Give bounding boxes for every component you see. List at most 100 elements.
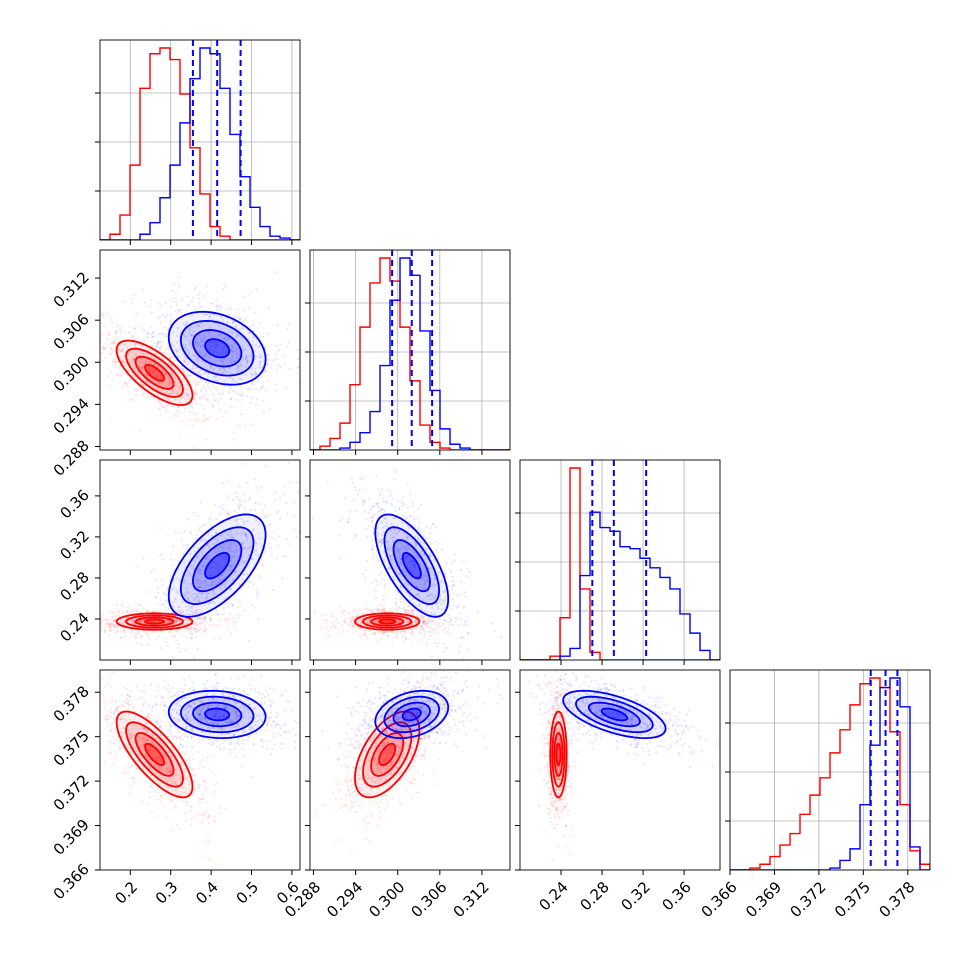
- sample-point: [406, 506, 410, 510]
- sample-point: [164, 335, 167, 338]
- sample-point: [184, 622, 188, 625]
- sample-point: [238, 613, 241, 616]
- sample-point: [195, 556, 199, 559]
- sample-point: [177, 384, 180, 387]
- sample-point: [203, 538, 206, 541]
- panel-frame: [309, 249, 511, 451]
- sample-point: [245, 355, 248, 358]
- sample-point: [230, 343, 234, 347]
- sample-point: [152, 370, 156, 374]
- sample-point: [376, 610, 380, 613]
- sample-point: [213, 341, 217, 344]
- sample-point: [254, 372, 258, 375]
- sample-point: [135, 623, 138, 626]
- sample-point: [229, 534, 232, 537]
- sample-point: [171, 828, 174, 831]
- sample-point: [402, 640, 405, 643]
- sample-point: [450, 619, 453, 622]
- sample-point: [154, 375, 157, 378]
- sample-point: [130, 398, 133, 401]
- panel-content: [100, 271, 300, 449]
- sample-point: [238, 505, 241, 509]
- sample-point: [200, 620, 204, 624]
- sample-point: [161, 616, 164, 620]
- sample-point: [202, 765, 205, 769]
- sample-point: [198, 585, 201, 588]
- sample-point: [411, 622, 414, 625]
- sample-point: [167, 798, 170, 801]
- sample-point: [218, 618, 222, 621]
- sample-point: [208, 316, 211, 319]
- sample-point: [159, 332, 162, 335]
- sample-point: [254, 355, 257, 358]
- sample-point: [172, 390, 175, 393]
- sample-point: [235, 544, 238, 548]
- sample-point: [193, 597, 196, 600]
- sample-point: [223, 369, 226, 372]
- sample-point: [245, 573, 249, 576]
- sample-point: [111, 341, 114, 344]
- sample-point: [331, 615, 334, 619]
- sample-point: [95, 741, 97, 743]
- sample-point: [132, 360, 135, 364]
- sample-point: [205, 389, 208, 393]
- sample-point: [176, 591, 179, 594]
- sample-point: [102, 345, 105, 348]
- sample-point: [198, 820, 202, 823]
- sample-point: [186, 374, 189, 377]
- sample-point: [216, 546, 220, 550]
- sample-point: [140, 367, 143, 370]
- sample-point: [157, 302, 160, 305]
- sample-point: [182, 543, 185, 546]
- sample-point: [162, 804, 165, 807]
- sample-point: [223, 543, 226, 546]
- sample-point: [449, 617, 452, 620]
- sample-point: [197, 514, 200, 517]
- sample-point: [173, 283, 176, 286]
- sample-point: [194, 623, 197, 626]
- sample-point: [156, 342, 160, 345]
- sample-point: [399, 621, 402, 624]
- sample-point: [163, 593, 166, 596]
- sample-point: [132, 293, 136, 297]
- sample-point: [402, 634, 405, 637]
- sample-point: [155, 381, 158, 384]
- sample-point: [159, 346, 162, 349]
- sample-point: [155, 376, 158, 379]
- sample-point: [231, 332, 234, 335]
- sample-point: [395, 598, 398, 601]
- sample-point: [352, 624, 355, 628]
- sample-point: [196, 647, 199, 651]
- sample-point: [110, 610, 113, 614]
- sample-point: [171, 613, 174, 616]
- sample-point: [231, 550, 234, 553]
- sample-point: [156, 387, 159, 391]
- sample-point: [188, 626, 192, 630]
- sample-point: [141, 343, 145, 346]
- sample-point: [149, 298, 152, 302]
- sample-point: [376, 583, 379, 587]
- sample-point: [246, 343, 250, 347]
- sample-point: [149, 368, 152, 372]
- sample-point: [123, 343, 126, 347]
- sample-point: [131, 609, 135, 612]
- sample-point: [151, 631, 154, 634]
- sample-point: [188, 352, 191, 355]
- sample-point: [153, 362, 156, 366]
- sample-point: [112, 761, 115, 765]
- sample-point: [201, 593, 205, 596]
- sample-point: [103, 629, 107, 632]
- sample-point: [387, 631, 390, 634]
- sample-point: [104, 619, 107, 622]
- sample-point: [240, 336, 243, 339]
- sample-point: [228, 371, 232, 374]
- sample-point: [396, 633, 399, 637]
- sample-point: [147, 349, 150, 352]
- sample-point: [353, 486, 356, 489]
- sample-point: [119, 636, 122, 639]
- sample-point: [174, 622, 177, 625]
- sample-point: [140, 380, 143, 383]
- sample-point: [439, 625, 442, 628]
- sample-point: [95, 712, 97, 714]
- sample-point: [239, 394, 242, 397]
